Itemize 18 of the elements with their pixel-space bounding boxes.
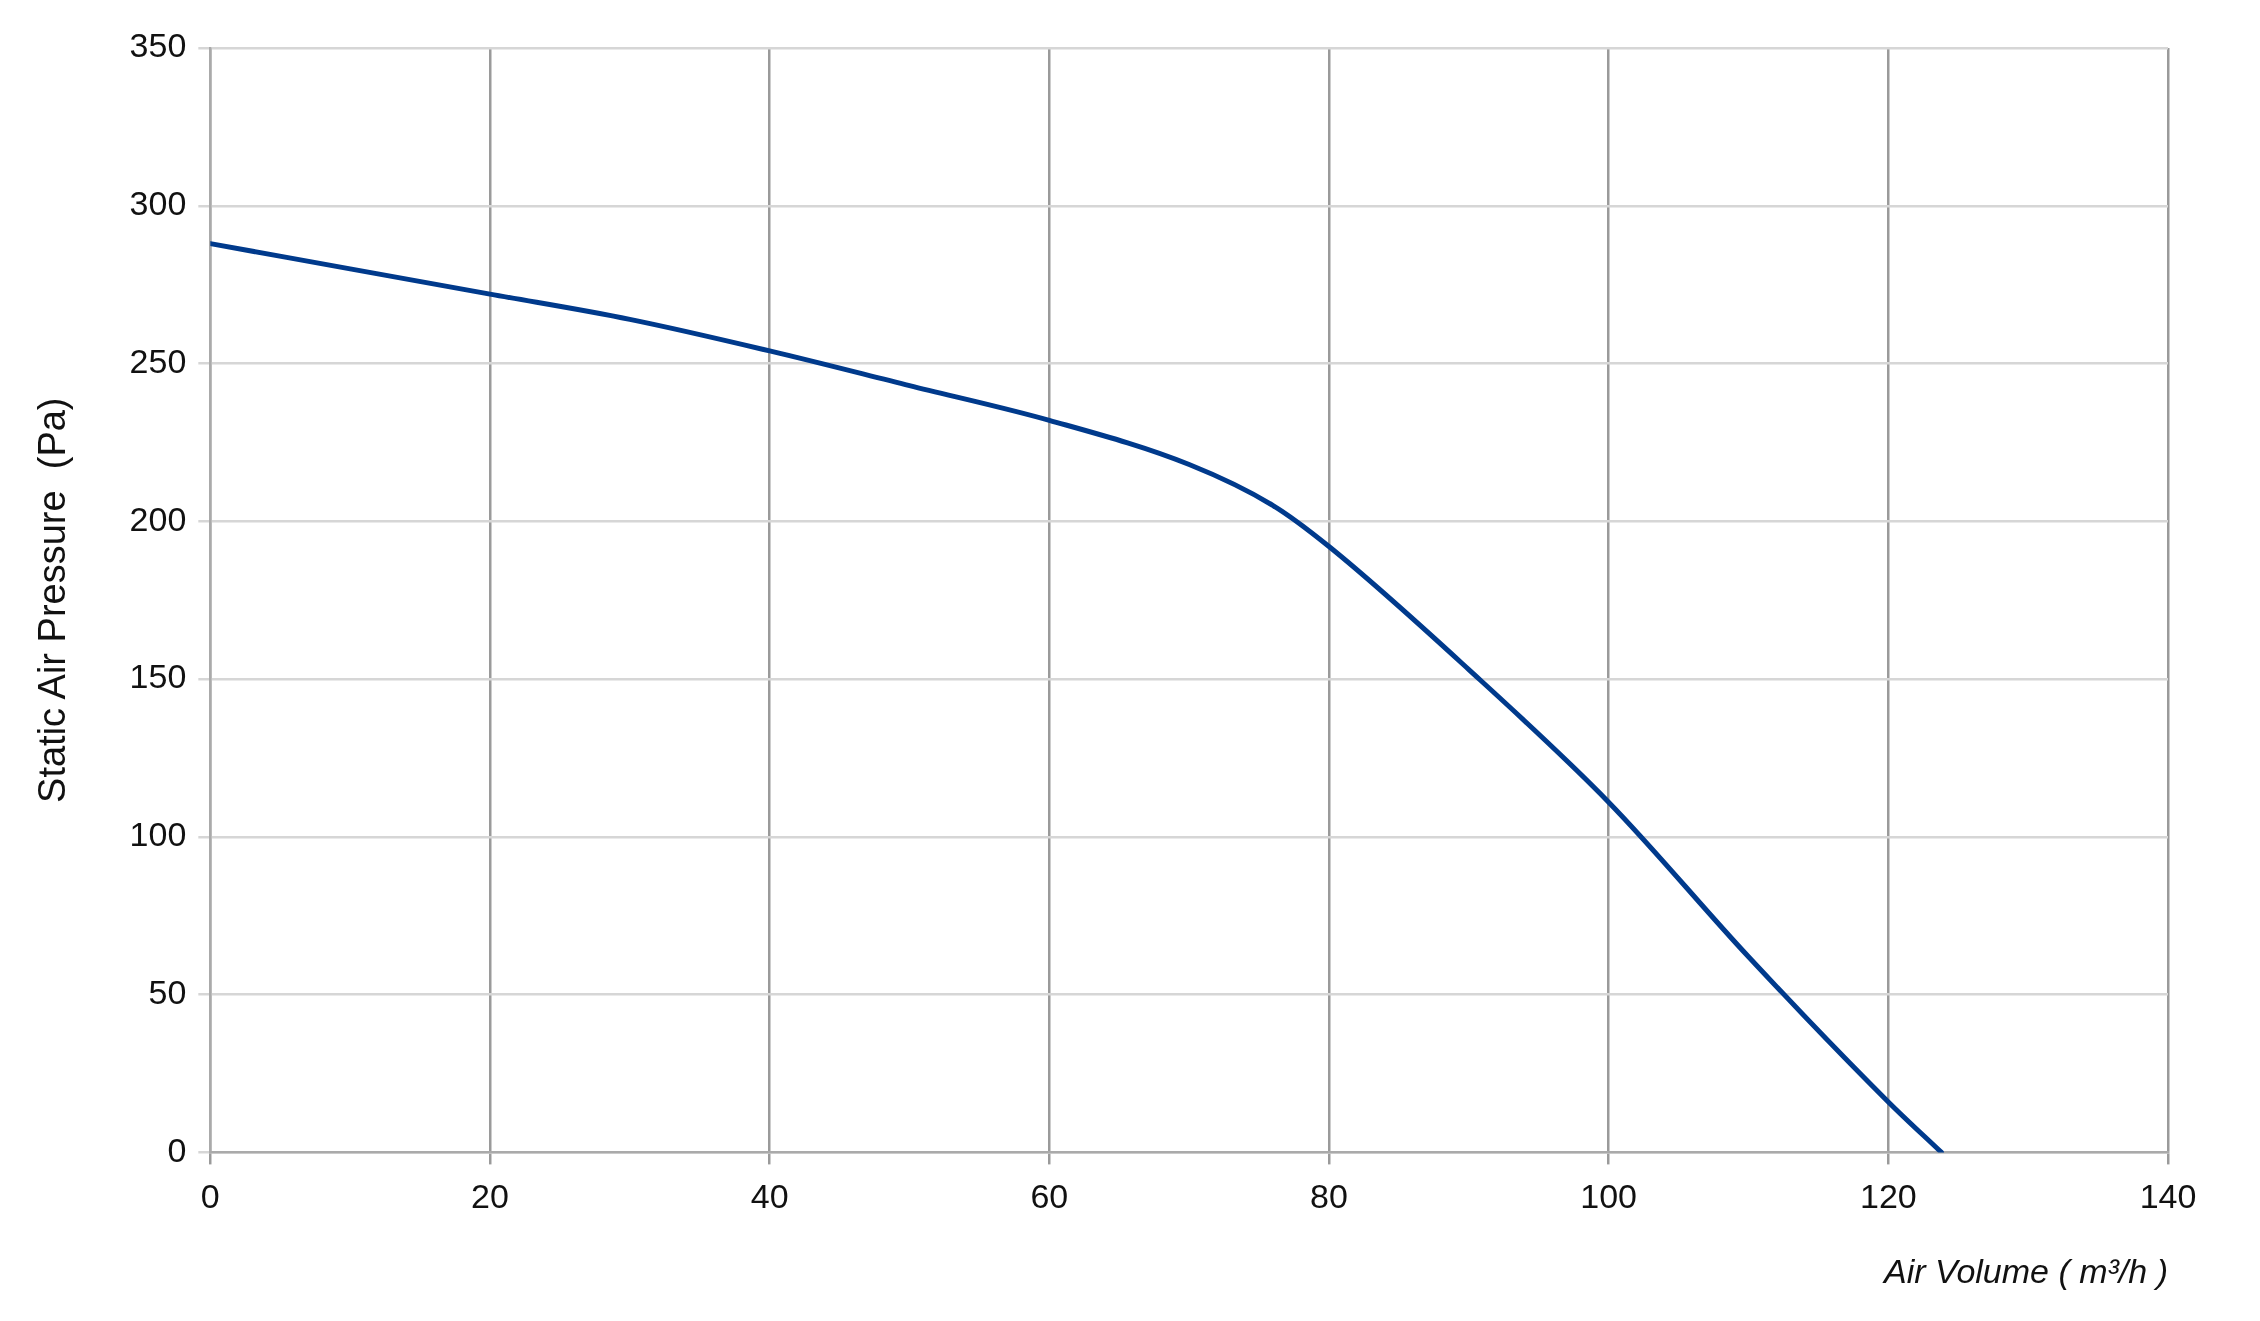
x-axis-title: Air Volume ( m³/h )	[1881, 1252, 2168, 1291]
y-tick-label: 350	[129, 26, 187, 65]
y-tick-label: 100	[129, 815, 187, 854]
x-tick-label: 20	[471, 1177, 509, 1216]
x-tick-label: 80	[1310, 1177, 1348, 1216]
x-tick-label: 0	[200, 1177, 220, 1216]
y-tick-label: 0	[167, 1130, 187, 1169]
y-axis-title: Static Air Pressure (Pa)	[31, 397, 74, 803]
y-tick-label: 250	[129, 341, 187, 380]
y-tick-label: 200	[129, 499, 187, 538]
y-tick-label: 50	[148, 973, 187, 1011]
x-tick-label: 60	[1030, 1177, 1069, 1216]
y-tick-label: 150	[129, 657, 187, 696]
x-tick-label: 120	[1859, 1177, 1917, 1216]
x-tick-label: 140	[2139, 1177, 2197, 1216]
x-tick-label: 40	[750, 1177, 789, 1216]
x-tick-label: 100	[1580, 1177, 1638, 1216]
y-tick-label: 300	[129, 184, 187, 223]
